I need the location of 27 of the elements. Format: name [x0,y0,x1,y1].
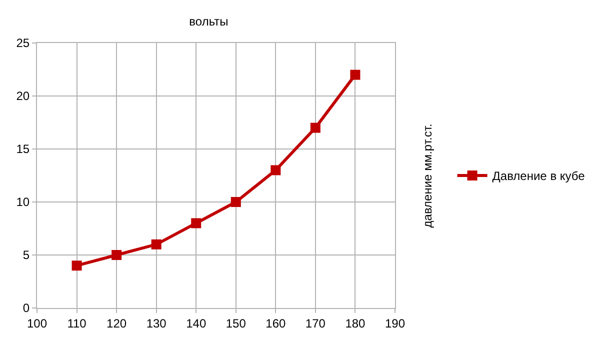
x-tick-label: 140 [186,316,206,330]
y-axis-title: давление мм.рт.ст. [420,124,435,228]
x-tick-label: 150 [226,316,246,330]
y-tick-label: 0 [22,301,30,316]
x-tick-label: 190 [384,316,406,330]
y-tick-label: 25 [16,36,30,50]
y-tick-label: 20 [16,89,30,104]
x-tick-label: 160 [266,316,286,330]
point [310,122,320,133]
y-tick-label: 15 [16,142,30,156]
chart-title: вольты [189,14,228,28]
point [112,250,122,260]
point [350,70,360,80]
point [72,260,82,271]
point [191,218,202,228]
point [230,197,241,207]
point [270,165,281,176]
x-tick-label: 170 [305,316,326,330]
point [151,239,162,250]
y-tick-label: 10 [16,195,30,210]
x-tick-label: 110 [67,316,87,330]
x-tick-label: 180 [345,316,366,330]
x-tick-label: 120 [106,316,127,330]
x-tick-label: 100 [26,316,48,330]
x-tick-label: 130 [146,316,167,330]
y-tick-label: 5 [22,248,30,262]
legend-label: Давление в кубе [492,169,586,184]
